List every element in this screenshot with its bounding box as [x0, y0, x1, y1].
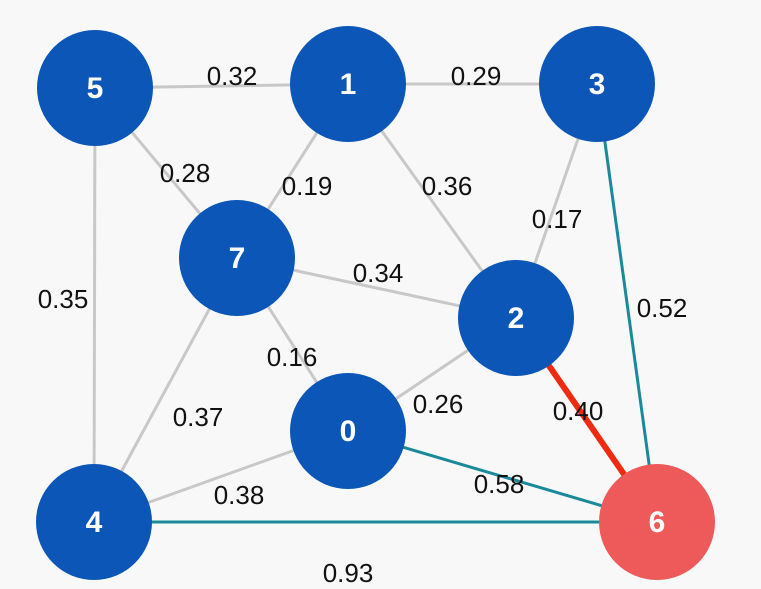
node-circle-7: [179, 200, 295, 316]
edge-weight-label-7-0: 0.16: [267, 342, 318, 372]
edge-weight-label-3-6: 0.52: [637, 293, 688, 323]
node-6: 6: [599, 464, 715, 580]
node-7: 7: [179, 200, 295, 316]
node-1: 1: [290, 26, 406, 142]
edge-weight-label-0-4: 0.38: [214, 480, 265, 510]
node-label-5: 5: [87, 72, 104, 105]
edge-labels-layer: 0.32 0.29 0.28 0.19 0.36 0.17 0.35 0.34 0.52 0.16…: [38, 61, 688, 588]
node-5: 5: [37, 30, 153, 146]
edge-weight-label-2-6: 0.40: [553, 396, 604, 426]
node-circle-4: [36, 464, 152, 580]
node-circle-1: [290, 26, 406, 142]
node-circle-5: [37, 30, 153, 146]
edge-weight-label-0-2: 0.26: [413, 389, 464, 419]
edge-weight-label-0-6: 0.58: [474, 469, 525, 499]
edge-weight-label-1-3: 0.29: [451, 61, 502, 91]
node-label-6: 6: [649, 506, 666, 539]
node-3: 3: [539, 26, 655, 142]
node-label-3: 3: [589, 68, 606, 101]
node-label-1: 1: [340, 68, 357, 101]
node-label-0: 0: [340, 415, 357, 448]
edge-weight-label-5-1: 0.32: [207, 61, 258, 91]
node-circle-3: [539, 26, 655, 142]
nodes-layer: 5 1 3 7 2 0 4 6: [36, 26, 715, 580]
edge-weight-label-4-6: 0.93: [323, 558, 374, 588]
edge-weight-label-5-7: 0.28: [160, 158, 211, 188]
edge-weight-label-5-4: 0.35: [38, 284, 89, 314]
node-2: 2: [458, 260, 574, 376]
node-label-4: 4: [86, 506, 103, 539]
node-0: 0: [290, 373, 406, 489]
edge-weight-label-3-2: 0.17: [532, 204, 583, 234]
node-circle-6: [599, 464, 715, 580]
edge-weight-label-1-2: 0.36: [422, 171, 473, 201]
node-circle-0: [290, 373, 406, 489]
edge-weight-label-7-2: 0.34: [353, 258, 404, 288]
node-4: 4: [36, 464, 152, 580]
edge-3-6: [595, 82, 659, 524]
edge-weight-label-7-4: 0.37: [173, 402, 224, 432]
node-label-2: 2: [508, 302, 525, 335]
node-label-7: 7: [229, 242, 246, 275]
edge-weight-label-1-7: 0.19: [282, 171, 333, 201]
node-circle-2: [458, 260, 574, 376]
edge-5-4: [92, 86, 97, 524]
